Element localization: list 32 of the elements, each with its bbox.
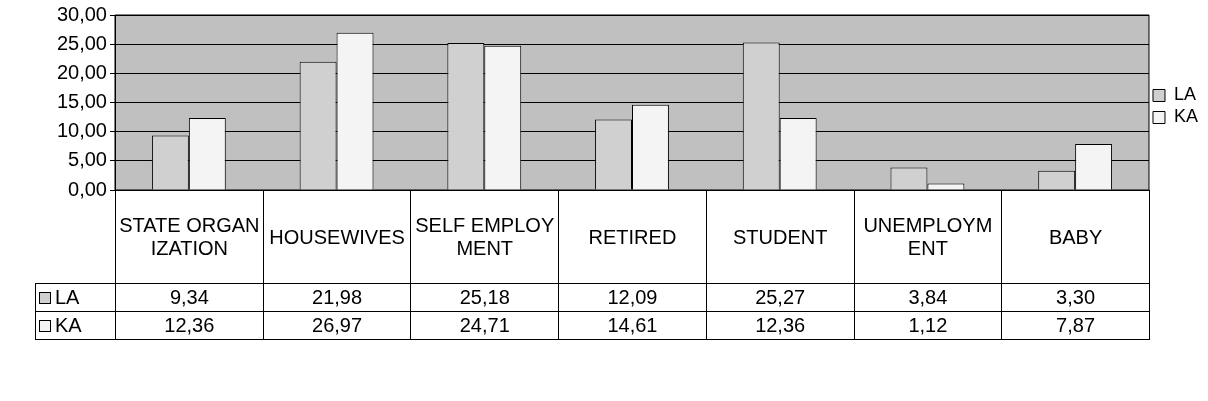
x-tick-label: RETIRED (558, 190, 707, 284)
data-label: 12,36 (706, 311, 855, 340)
data-label: 25,27 (706, 283, 855, 312)
data-label: 14,61 (558, 311, 707, 340)
data-label: 26,97 (263, 311, 411, 340)
legend-label: KA (1173, 106, 1198, 127)
x-tick-label: HOUSEWIVES (263, 190, 411, 284)
data-label: 24,71 (410, 311, 559, 340)
x-tick-label: STATE ORGANIZATION (115, 190, 264, 284)
y-tick-label: 0,00 (68, 177, 107, 200)
data-label: 1,12 (854, 311, 1002, 340)
legend-label: LA (1173, 84, 1197, 105)
data-label: 21,98 (263, 283, 411, 312)
data-label: 3,30 (1001, 283, 1150, 312)
data-label: 12,09 (558, 283, 707, 312)
y-tick-label: 30,00 (56, 2, 107, 25)
y-tick-label: 10,00 (56, 119, 107, 142)
x-tick-label: SELF EMPLOYMENT (410, 190, 559, 284)
data-label: 25,18 (410, 283, 559, 312)
x-tick-label: BABY (1001, 190, 1150, 284)
data-label: 12,36 (115, 311, 264, 340)
y-tick-label: 20,00 (56, 60, 107, 83)
y-tick-label: 5,00 (68, 148, 107, 171)
y-tick-label: 25,00 (56, 31, 107, 54)
data-label: 9,34 (115, 283, 264, 312)
x-tick-label: STUDENT (706, 190, 855, 284)
x-tick-label: UNEMPLOYMENT (854, 190, 1002, 284)
data-label: 3,84 (854, 283, 1002, 312)
text: LA (55, 286, 80, 308)
text: KA (55, 314, 82, 336)
y-tick-label: 15,00 (56, 90, 107, 113)
data-label: 7,87 (1001, 311, 1150, 340)
